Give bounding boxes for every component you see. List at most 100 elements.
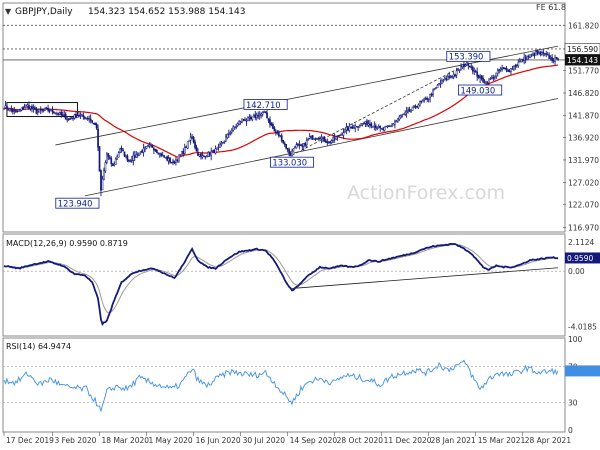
- candle-body: [542, 51, 545, 54]
- macd-y-tick-label: 2.1124: [568, 238, 594, 247]
- candle-body: [307, 138, 310, 141]
- candle-body: [466, 62, 468, 66]
- candle-body: [526, 55, 528, 61]
- candle-body: [98, 146, 101, 172]
- candle-body: [273, 127, 276, 132]
- candle-body: [388, 125, 390, 127]
- candle-body: [438, 83, 440, 86]
- candle-body: [538, 52, 540, 54]
- candle-body: [119, 148, 121, 153]
- candle-body: [476, 71, 479, 77]
- candle-body: [32, 107, 35, 109]
- candle-body: [210, 151, 213, 156]
- level-tag-label: 156.590: [567, 45, 598, 54]
- candle-body: [354, 125, 357, 129]
- candle-body: [136, 154, 139, 156]
- candle-body: [326, 141, 329, 144]
- candle-body: [97, 128, 99, 148]
- candle-body: [341, 134, 343, 136]
- candle-body: [223, 140, 226, 143]
- candle-body: [226, 133, 229, 138]
- candle-body: [4, 105, 7, 109]
- candle-body: [89, 118, 92, 121]
- candle-body: [92, 123, 95, 125]
- candle-body: [10, 108, 13, 111]
- candle-body: [488, 78, 490, 84]
- candle-body: [45, 107, 48, 110]
- candle-body: [244, 119, 246, 122]
- candle-body: [308, 136, 311, 139]
- price-panel-frame: [2, 2, 566, 233]
- candle-body: [435, 87, 437, 89]
- candle-body: [283, 142, 286, 145]
- candle-body: [63, 114, 66, 116]
- candle-body: [35, 108, 38, 114]
- candle-body: [285, 144, 287, 149]
- candle-body: [370, 123, 373, 127]
- x-tick-label: 17 Dec 2019: [6, 436, 54, 445]
- candle-body: [41, 109, 44, 111]
- candle-body: [161, 154, 164, 157]
- x-tick-label: 11 Dec 2020: [384, 436, 432, 445]
- candle-body: [329, 141, 332, 143]
- candle-body: [238, 121, 240, 125]
- candle-body: [302, 143, 305, 147]
- candle-body: [317, 138, 320, 140]
- candle-body: [167, 158, 170, 162]
- x-tick-label: 16 Jun 2020: [196, 436, 241, 445]
- last-price-label: 154.143: [567, 56, 598, 65]
- swing-label: 153.390: [449, 52, 484, 62]
- candle-body: [458, 69, 461, 71]
- candle-body: [471, 66, 474, 72]
- swing-label: 123.940: [58, 198, 93, 208]
- candle-body: [219, 144, 221, 148]
- rsi-plot: [3, 359, 565, 413]
- candle-body: [502, 67, 505, 69]
- candle-body: [427, 98, 430, 100]
- candle-body: [53, 111, 55, 114]
- candle-body: [39, 109, 42, 111]
- candle-body: [129, 160, 132, 163]
- y-tick-label: 161.820: [568, 21, 599, 30]
- candle-body: [217, 146, 220, 148]
- swing-label: 142.710: [246, 100, 281, 110]
- x-tick-label: 28 Apr 2021: [525, 436, 572, 445]
- candle-body: [95, 124, 98, 129]
- candle-body: [160, 153, 163, 157]
- candle-body: [126, 155, 129, 161]
- symbol-menu-caret[interactable]: ▼: [5, 7, 12, 16]
- candle-body: [145, 146, 148, 149]
- candle-body: [539, 52, 542, 55]
- candle-body: [495, 72, 498, 77]
- candle-body: [407, 109, 409, 112]
- x-tick-label: 1 May 2020: [149, 436, 193, 445]
- candle-body: [540, 52, 543, 55]
- rsi-value-tag: [565, 365, 600, 377]
- x-tick-label: 28 Oct 2020: [337, 436, 384, 445]
- candle-body: [229, 132, 232, 134]
- candle-body: [183, 147, 186, 154]
- macd-plot: [3, 242, 565, 326]
- candle-body: [28, 105, 30, 109]
- candle-body: [288, 149, 290, 154]
- candle-body: [154, 149, 157, 151]
- candle-body: [347, 127, 349, 131]
- candle-body: [520, 59, 523, 63]
- candle-body: [164, 157, 167, 159]
- symbol-label: GBPJPY,Daily: [15, 7, 73, 17]
- candle-body: [14, 109, 17, 112]
- candle-body: [485, 81, 487, 84]
- rsi-panel-frame: [2, 337, 566, 433]
- candle-body: [316, 138, 318, 140]
- candle-body: [200, 153, 202, 157]
- candle-body: [297, 143, 299, 146]
- candle-body: [299, 144, 302, 146]
- candle-body: [138, 152, 141, 156]
- candle-body: [532, 53, 534, 56]
- level-tag: [564, 43, 600, 55]
- macd-value-tag: [565, 252, 600, 264]
- candle-body: [205, 156, 208, 158]
- candle-body: [282, 140, 285, 143]
- candle-body: [367, 123, 370, 126]
